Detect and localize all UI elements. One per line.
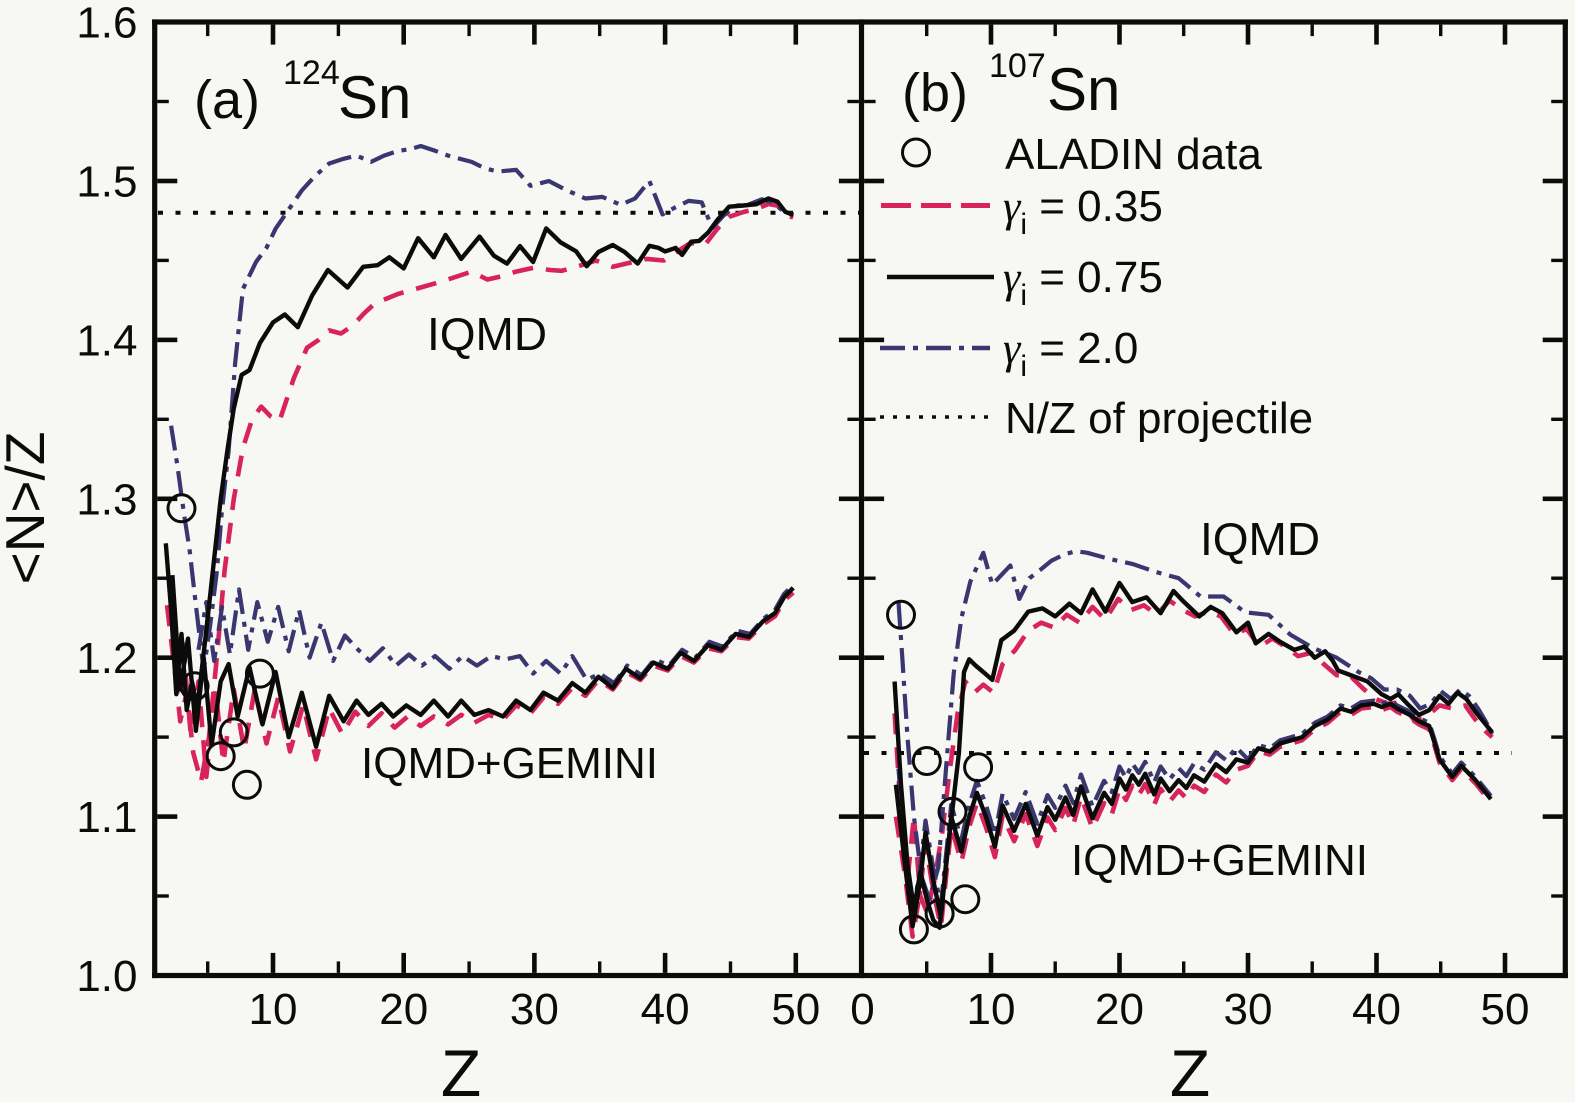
svg-text:40: 40 [641, 985, 690, 1034]
svg-text:50: 50 [771, 985, 820, 1034]
svg-text:107: 107 [989, 47, 1046, 85]
svg-text:1.1: 1.1 [76, 793, 137, 842]
svg-text:124: 124 [283, 54, 340, 92]
svg-text:Sn: Sn [1047, 56, 1120, 123]
svg-text:N/Z of projectile: N/Z of projectile [1005, 394, 1313, 443]
svg-text:20: 20 [379, 985, 428, 1034]
svg-text:1.0: 1.0 [76, 952, 137, 1001]
svg-text:10: 10 [967, 985, 1016, 1034]
svg-text:γi = 0.35: γi = 0.35 [1003, 182, 1163, 241]
svg-text:IQMD: IQMD [1200, 513, 1320, 565]
svg-text:1.2: 1.2 [76, 634, 137, 683]
svg-text:50: 50 [1481, 985, 1530, 1034]
svg-text:30: 30 [510, 985, 559, 1034]
svg-text:IQMD+GEMINI: IQMD+GEMINI [1071, 836, 1368, 885]
svg-text:<N>/Z: <N>/Z [0, 432, 56, 585]
svg-text:γi = 0.75: γi = 0.75 [1003, 253, 1163, 312]
svg-text:(b): (b) [902, 63, 968, 123]
svg-text:1.6: 1.6 [76, 0, 137, 48]
svg-text:40: 40 [1352, 985, 1401, 1034]
svg-text:1.5: 1.5 [76, 158, 137, 207]
svg-text:Z: Z [1170, 1036, 1210, 1102]
svg-text:0: 0 [850, 985, 874, 1034]
svg-text:ALADIN data: ALADIN data [1005, 130, 1262, 179]
svg-text:20: 20 [1095, 985, 1144, 1034]
svg-text:30: 30 [1224, 985, 1273, 1034]
svg-text:1.4: 1.4 [76, 316, 137, 365]
svg-text:10: 10 [249, 985, 298, 1034]
svg-text:IQMD+GEMINI: IQMD+GEMINI [361, 739, 658, 788]
svg-text:1.3: 1.3 [76, 475, 137, 524]
svg-text:IQMD: IQMD [427, 308, 547, 360]
svg-text:Sn: Sn [338, 64, 411, 131]
svg-text:Z: Z [441, 1036, 481, 1102]
svg-text:(a): (a) [194, 70, 260, 130]
svg-text:γi = 2.0: γi = 2.0 [1003, 324, 1138, 383]
